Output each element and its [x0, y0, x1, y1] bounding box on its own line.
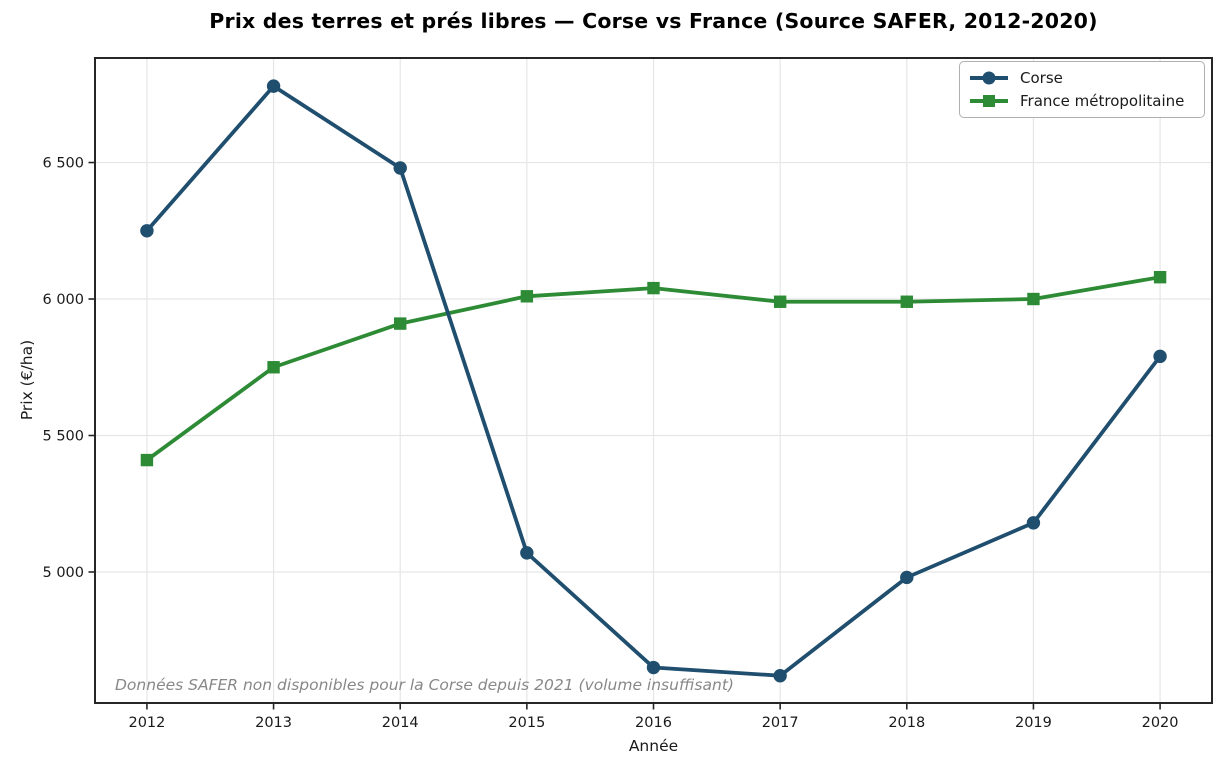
x-tick-label: 2019	[1015, 715, 1052, 731]
y-axis-label: Prix (€/ha)	[18, 339, 36, 421]
marker-circle-corse	[900, 570, 914, 585]
y-tick-label: 6 000	[42, 292, 84, 308]
marker-square-france-m-tropolitaine	[1027, 292, 1040, 306]
annotation-text: Données SAFER non disponibles pour la Co…	[115, 676, 734, 694]
marker-square-france-m-tropolitaine	[140, 453, 154, 467]
legend-line-sample	[970, 71, 1008, 85]
legend-circle-marker-icon	[982, 71, 996, 85]
marker-circle-corse	[1026, 516, 1041, 530]
x-axis-label: Année	[628, 737, 679, 755]
legend-label: Corse	[1020, 68, 1063, 87]
x-tick-label: 2018	[888, 715, 925, 731]
y-tick-label: 6 500	[42, 156, 84, 172]
marker-circle-corse	[773, 669, 787, 683]
legend: Corse France métropolitaine	[959, 61, 1205, 118]
marker-circle-corse	[266, 79, 281, 93]
x-tick-label: 2013	[255, 715, 292, 731]
x-tick-label: 2012	[128, 715, 165, 731]
marker-square-france-m-tropolitaine	[1153, 270, 1167, 284]
chart-title: Prix des terres et prés libres — Corse v…	[209, 9, 1098, 33]
marker-circle-corse	[520, 546, 534, 560]
marker-circle-corse	[140, 224, 154, 238]
marker-circle-corse	[393, 161, 407, 175]
y-tick-label: 5 000	[42, 565, 84, 581]
x-tick-label: 2020	[1142, 715, 1179, 731]
x-tick-label: 2015	[508, 715, 545, 731]
x-tick-label: 2014	[382, 715, 419, 731]
x-tick-label: 2017	[762, 715, 799, 731]
marker-square-france-m-tropolitaine	[520, 290, 534, 303]
marker-square-france-m-tropolitaine	[394, 317, 407, 330]
marker-square-france-m-tropolitaine	[267, 361, 280, 374]
marker-circle-corse	[1153, 349, 1167, 364]
marker-circle-corse	[646, 660, 661, 675]
legend-square-marker-icon	[983, 95, 995, 108]
legend-item-corse: Corse	[970, 66, 1194, 90]
legend-line-sample	[970, 95, 1008, 108]
marker-square-france-m-tropolitaine	[647, 281, 660, 295]
legend-item-france-m-tropolitaine: France métropolitaine	[970, 90, 1194, 114]
x-tick-label: 2016	[635, 715, 672, 731]
y-tick-label: 5 500	[42, 429, 84, 445]
marker-square-france-m-tropolitaine	[773, 295, 787, 308]
legend-label: France métropolitaine	[1020, 92, 1185, 111]
marker-square-france-m-tropolitaine	[900, 295, 913, 308]
